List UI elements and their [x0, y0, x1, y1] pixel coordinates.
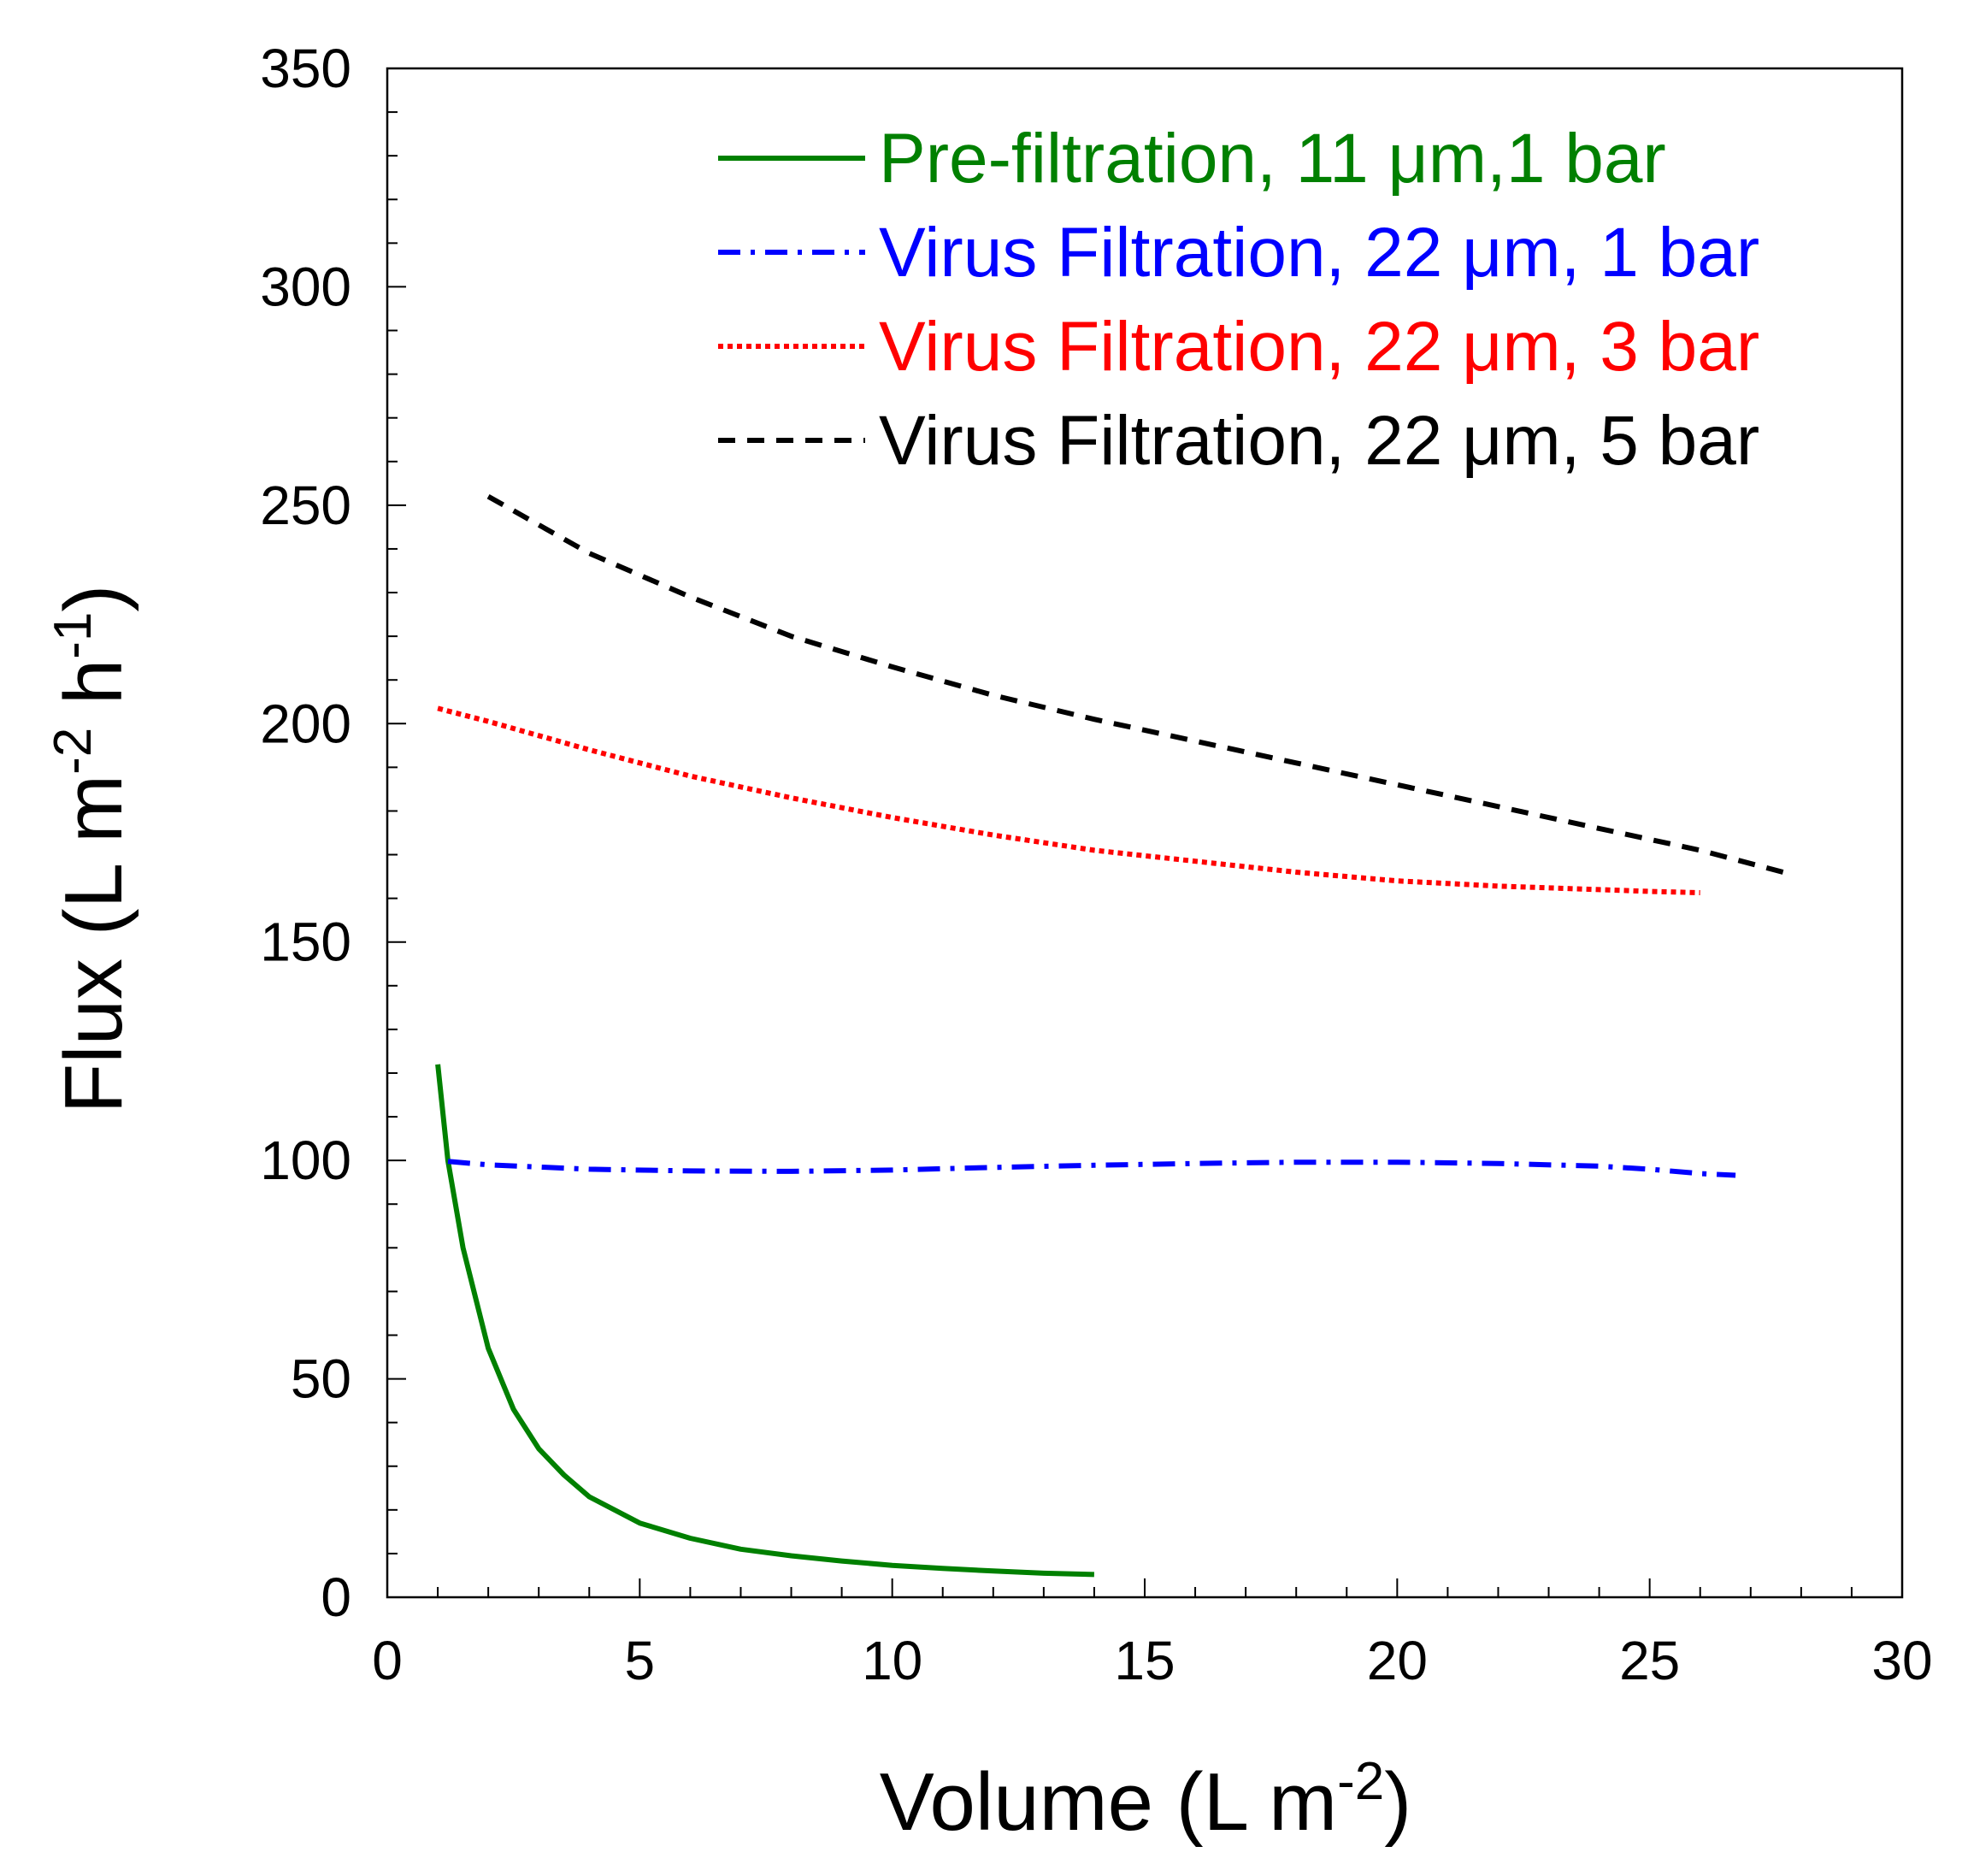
x-tick-label: 0 [372, 1630, 403, 1691]
y-axis-title-end: ) [48, 585, 139, 612]
y-tick-label: 0 [321, 1566, 351, 1628]
y-tick-label: 250 [260, 475, 351, 536]
y-tick-label: 300 [260, 256, 351, 317]
series-line-3 [437, 705, 1700, 895]
y-tick-label: 100 [260, 1130, 351, 1191]
legend-label-4: Virus Filtration, 22 μm, 5 bar [879, 402, 1759, 480]
legend-label-3: Virus Filtration, 22 μm, 3 bar [879, 308, 1759, 386]
x-tick-label: 30 [1871, 1630, 1932, 1691]
x-tick-label: 5 [625, 1630, 656, 1691]
y-tick-label: 200 [260, 693, 351, 754]
x-tick-label: 10 [862, 1630, 922, 1691]
y-axis-title: Flux (L m-2 h-1) [44, 585, 139, 1114]
legend-label-2: Virus Filtration, 22 μm, 1 bar [879, 214, 1759, 292]
y-axis-title-superscript-1: -2 [44, 728, 103, 775]
y-axis-title-superscript-2: -1 [44, 612, 103, 659]
x-tick-label: 20 [1367, 1630, 1428, 1691]
y-tick-label: 150 [260, 911, 351, 973]
series-line-4 [486, 493, 1792, 877]
legend-label-1: Pre-filtration, 11 μm,1 bar [879, 120, 1666, 198]
x-tick-label: 15 [1114, 1630, 1175, 1691]
y-axis-title-mid: h [48, 659, 139, 728]
y-tick-label: 50 [291, 1348, 351, 1410]
x-axis-title-superscript: -2 [1337, 1752, 1384, 1811]
series-line-2 [447, 1159, 1736, 1178]
legend: Pre-filtration, 11 μm,1 bar Virus Filtrat… [718, 120, 1759, 480]
series-line-1 [435, 1064, 1094, 1578]
series-layer [435, 493, 1792, 1578]
x-axis-title-end: ) [1384, 1756, 1411, 1848]
y-axis-title-main: Flux (L m [48, 775, 139, 1113]
y-tick-label: 350 [260, 38, 351, 99]
x-axis-title: Volume (L m-2) [880, 1752, 1411, 1848]
x-axis-title-main: Volume (L m [880, 1756, 1337, 1848]
x-tick-label: 25 [1619, 1630, 1680, 1691]
